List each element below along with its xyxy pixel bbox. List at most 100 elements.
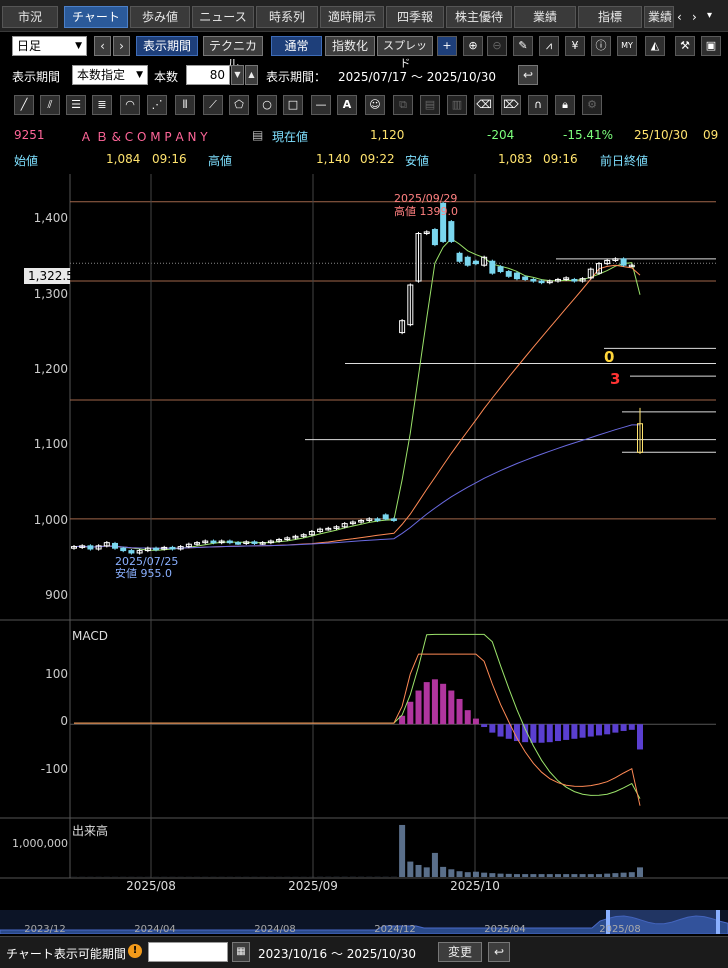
macd-bar: [448, 690, 455, 725]
overview-handle-right[interactable]: [716, 910, 720, 934]
yen-icon[interactable]: ¥: [565, 36, 585, 56]
bottom-bar: チャート表示可能期間 ! ▦ 2023/10/16 ～ 2025/10/30 変…: [0, 936, 728, 968]
tab-benefits[interactable]: 株主優待: [446, 6, 512, 28]
paste-icon[interactable]: ▤: [420, 95, 440, 115]
erase-all-icon[interactable]: ⌦: [501, 95, 521, 115]
prev-close-label: 前日終値: [600, 154, 649, 168]
high-label: 高値: [208, 154, 233, 168]
my-icon[interactable]: MY: [617, 36, 637, 56]
technical-button[interactable]: テクニカル: [203, 36, 263, 71]
tab-news[interactable]: ニュース: [192, 6, 254, 28]
overview-handle-left[interactable]: [606, 910, 610, 934]
vlines-icon[interactable]: ⦀: [175, 95, 195, 115]
trendline-icon[interactable]: ╱: [14, 95, 34, 115]
price-marker-label: 1,322.5: [28, 269, 74, 283]
price-tick: 1,400: [34, 211, 68, 225]
macd-tick: 0: [60, 714, 68, 728]
overview-tick: 2023/12: [24, 924, 66, 934]
pen-icon[interactable]: ✎: [513, 36, 533, 56]
candle-body: [358, 519, 365, 523]
volume-bar: [595, 874, 602, 877]
hline-icon[interactable]: —: [311, 95, 331, 115]
crosshair-icon[interactable]: +: [437, 36, 457, 56]
tab-shikiho[interactable]: 四季報: [386, 6, 444, 28]
candle-body: [251, 541, 258, 544]
calendar-icon[interactable]: ▦: [232, 942, 250, 962]
fan-icon[interactable]: ⋰: [147, 95, 167, 115]
spread-button[interactable]: スプレッド: [377, 36, 433, 70]
wrench-icon[interactable]: ⚒: [675, 36, 695, 56]
tab-disclosure[interactable]: 適時開示: [320, 6, 384, 28]
pentagon-icon[interactable]: ⬠: [229, 95, 249, 115]
tab-next-icon[interactable]: ›: [692, 10, 697, 24]
change-button[interactable]: 変更: [438, 942, 482, 962]
undo-icon[interactable]: ↩: [488, 942, 510, 962]
gann-icon[interactable]: ⟋: [203, 95, 223, 115]
next-button[interactable]: ›: [113, 36, 130, 56]
index-button[interactable]: 指数化: [325, 36, 375, 56]
fib-arc-icon[interactable]: ◠: [120, 95, 140, 115]
price-tick: 1,300: [34, 287, 68, 301]
tab-market[interactable]: 市況: [2, 6, 58, 28]
ma-line: [73, 237, 641, 551]
period-select[interactable]: 日足 ▼: [12, 36, 87, 56]
tab-results-2[interactable]: 業績: [644, 6, 674, 28]
tab-menu-icon[interactable]: ▾: [707, 10, 713, 21]
stamp-icon[interactable]: ☺: [365, 95, 385, 115]
copy-icon[interactable]: ⧉: [393, 95, 413, 115]
reset-icon[interactable]: ↩: [518, 65, 538, 85]
period-mode-select[interactable]: 本数指定 ▼: [72, 65, 148, 85]
chart-pattern-icon[interactable]: ⩘: [539, 36, 559, 56]
text-icon[interactable]: A: [337, 95, 357, 115]
low-label: 安値: [405, 154, 430, 168]
period-date-input[interactable]: [148, 942, 228, 962]
tab-ticks[interactable]: 歩み値: [130, 6, 190, 28]
candle-body: [563, 277, 570, 280]
tab-prev-icon[interactable]: ‹: [677, 10, 682, 24]
overview-tick: 2024/08: [254, 924, 296, 934]
volume-bar: [579, 874, 586, 877]
count-label: 本数: [154, 70, 179, 84]
count-up-icon[interactable]: ▲: [245, 65, 258, 85]
zoom-out-icon[interactable]: ⊖: [487, 36, 507, 56]
candle-body: [103, 542, 110, 547]
macd-bar: [628, 724, 635, 730]
overview-selection[interactable]: [608, 910, 718, 934]
normal-button[interactable]: 通常: [271, 36, 322, 56]
volume-bar: [530, 874, 537, 877]
volume-bar: [440, 866, 447, 877]
price-tick: 1,200: [34, 362, 68, 376]
settings-icon[interactable]: ⚙: [582, 95, 602, 115]
tab-results[interactable]: 業績: [514, 6, 576, 28]
list-icon[interactable]: ▥: [447, 95, 467, 115]
candle-body: [382, 514, 389, 520]
macd-bar: [423, 682, 430, 725]
magnet-icon[interactable]: ∩: [528, 95, 548, 115]
area-chart-icon[interactable]: ◭: [645, 36, 665, 56]
ruler-icon[interactable]: ⫽: [40, 95, 60, 115]
volume-bar: [538, 874, 545, 877]
moving-averages: [73, 237, 641, 551]
window-icon[interactable]: ▣: [701, 36, 721, 56]
prev-button[interactable]: ‹: [94, 36, 111, 56]
eraser-icon[interactable]: ⌫: [474, 95, 494, 115]
lock-icon[interactable]: 🔒︎: [555, 95, 575, 115]
zoom-in-icon[interactable]: ⊕: [463, 36, 483, 56]
channel-icon[interactable]: ≣: [92, 95, 112, 115]
tab-indicators[interactable]: 指標: [578, 6, 642, 28]
tab-timeseries[interactable]: 時系列: [256, 6, 318, 28]
circle-icon[interactable]: ○: [257, 95, 277, 115]
rect-icon[interactable]: □: [283, 95, 303, 115]
price-tick: 900: [45, 588, 68, 602]
volume-bar: [399, 824, 406, 877]
chart-area[interactable]: 1,400 1,300 1,200 1,100 1,000 900 1,322.…: [0, 174, 728, 934]
hlines-icon[interactable]: ☰: [66, 95, 86, 115]
candle-body: [79, 545, 86, 548]
count-input[interactable]: 80: [186, 65, 230, 85]
display-period-button[interactable]: 表示期間: [136, 36, 198, 56]
volume-bar: [505, 873, 512, 877]
candle-body: [390, 518, 397, 521]
info-icon[interactable]: ⓘ: [591, 36, 611, 56]
tab-chart[interactable]: チャート: [64, 6, 128, 28]
count-down-icon[interactable]: ▼: [231, 65, 244, 85]
